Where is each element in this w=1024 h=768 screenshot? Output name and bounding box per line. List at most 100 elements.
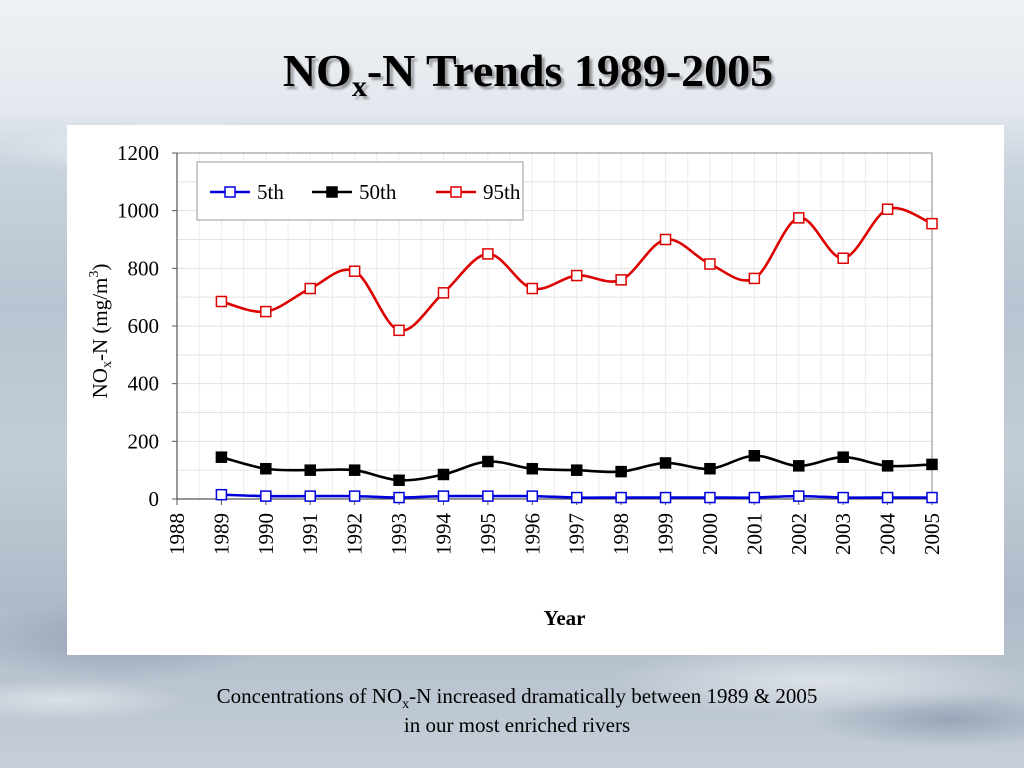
data-point-5th [304, 490, 316, 502]
y-axis-title-sub: x [100, 361, 115, 368]
caption-line-2: in our most enriched rivers [403, 713, 631, 737]
data-point-50th [926, 458, 938, 471]
data-point-5th [659, 491, 672, 504]
x-tick-label: 1989 [209, 513, 233, 555]
slide-caption: Concentrations of NOx-N increased dramat… [0, 682, 1024, 740]
x-tick-label: 1995 [476, 513, 500, 555]
data-point-95th [526, 282, 539, 295]
x-tick-label: 2004 [876, 513, 900, 556]
legend-label-5th: 5th [257, 180, 284, 204]
data-point-95th [482, 248, 494, 260]
data-point-95th [615, 274, 627, 286]
data-point-5th [482, 490, 494, 502]
series-5th [215, 488, 938, 504]
x-tick-label: 1998 [609, 513, 633, 555]
x-tick-label: 1993 [387, 513, 411, 555]
gridlines [176, 152, 933, 500]
legend-marker-95th [450, 186, 462, 198]
data-point-95th [437, 287, 450, 299]
y-axis-title: NOx-N (mg/m3) [87, 264, 115, 399]
title-rest: -N Trends 1989-2005 [366, 45, 774, 96]
x-tick-label: 2003 [831, 513, 855, 555]
caption-line1-pre: Concentrations of NO [216, 684, 403, 708]
data-point-5th [926, 491, 938, 504]
x-tick-label: 1999 [654, 513, 678, 555]
data-point-50th [482, 455, 494, 468]
data-point-50th [526, 462, 539, 475]
data-point-5th [570, 491, 583, 504]
y-tick-label: 1000 [117, 199, 159, 223]
data-point-95th [393, 324, 405, 337]
data-point-95th [748, 272, 761, 285]
data-point-50th [348, 464, 361, 476]
x-tick-label: 1996 [520, 513, 544, 555]
data-point-95th [793, 212, 805, 224]
x-tick-label: 1997 [565, 513, 589, 555]
title-main: NO [282, 45, 352, 96]
data-point-5th [837, 491, 849, 504]
data-point-50th [793, 460, 805, 472]
series-layer [215, 203, 938, 504]
data-point-50th [615, 465, 627, 478]
y-tick-label: 400 [128, 372, 160, 396]
caption-line-1: Concentrations of NOx-N increased dramat… [0, 682, 1024, 713]
x-tick-label: 1990 [254, 513, 278, 555]
slide-title: NOx-N Trends 1989-2005 [0, 44, 1024, 102]
y-tick-label: 0 [149, 487, 160, 511]
data-point-95th [926, 217, 938, 230]
data-point-95th [215, 295, 228, 308]
x-tick-label: 2000 [698, 513, 722, 555]
data-point-5th [260, 490, 272, 502]
legend-label-95th: 95th [483, 180, 521, 204]
data-point-50th [304, 464, 316, 476]
data-point-95th [260, 305, 272, 318]
y-axis-title-pre: NO [88, 368, 112, 398]
y-tick-label: 200 [128, 429, 160, 453]
data-point-50th [260, 462, 272, 475]
data-point-50th [837, 451, 849, 463]
y-axis-title-sup: 3 [87, 271, 102, 278]
data-point-95th [304, 282, 316, 295]
legend-marker-5th [224, 186, 236, 198]
x-tick-label: 2001 [742, 513, 766, 555]
data-point-50th [393, 474, 405, 487]
legend: 5th 50th 95th [196, 161, 524, 221]
data-point-5th [526, 490, 539, 502]
y-tick-label: 1200 [117, 141, 159, 165]
data-point-5th [215, 488, 228, 501]
data-point-50th [881, 460, 894, 472]
data-point-5th [793, 490, 805, 502]
series-95th [215, 203, 938, 337]
x-tick-label: 1994 [431, 513, 455, 556]
data-point-95th [704, 258, 716, 270]
y-tick-labels: 0 200 400 600 800 1000 1200 [117, 141, 159, 511]
data-point-50th [748, 450, 761, 462]
data-point-50th [215, 451, 228, 463]
data-point-5th [393, 491, 405, 504]
y-axis-title-post: ) [88, 264, 112, 271]
data-point-5th [881, 491, 894, 504]
data-point-5th [348, 490, 361, 502]
data-point-95th [881, 203, 894, 215]
x-tick-label: 1988 [165, 513, 189, 555]
y-tick-label: 600 [128, 314, 160, 338]
x-tick-label: 1992 [343, 513, 367, 555]
x-tick-label: 1991 [298, 513, 322, 555]
data-point-50th [570, 464, 583, 476]
caption-line1-sub: x [402, 697, 410, 713]
data-point-50th [437, 468, 450, 481]
data-point-95th [837, 252, 849, 264]
data-point-50th [659, 457, 672, 469]
x-tick-label: 2005 [920, 513, 944, 555]
data-point-5th [748, 491, 761, 504]
data-point-50th [704, 462, 716, 475]
series-50th [215, 450, 938, 487]
title-subscript: x [351, 70, 367, 103]
data-point-5th [437, 490, 450, 502]
x-tick-labels: 1988 1989 1990 1991 1992 1993 1994 1995 1996 1997… [165, 513, 944, 556]
data-point-95th [570, 269, 583, 282]
y-axis-title-mid: -N (mg/m [88, 278, 112, 361]
legend-label-50th: 50th [359, 180, 397, 204]
legend-marker-50th [326, 186, 338, 198]
